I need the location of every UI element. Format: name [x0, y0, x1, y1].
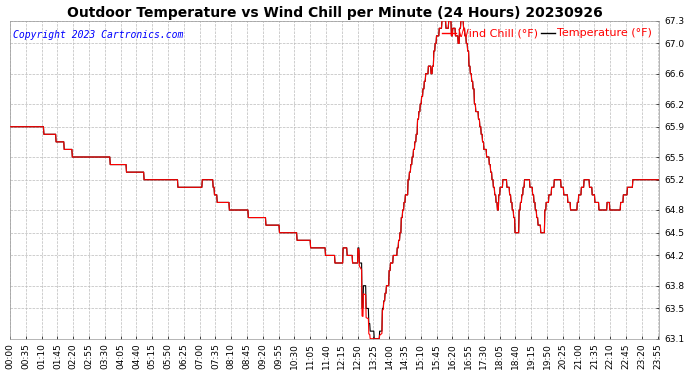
- Text: Copyright 2023 Cartronics.com: Copyright 2023 Cartronics.com: [13, 30, 184, 40]
- Legend: Wind Chill (°F), Temperature (°F): Wind Chill (°F), Temperature (°F): [440, 26, 654, 41]
- Title: Outdoor Temperature vs Wind Chill per Minute (24 Hours) 20230926: Outdoor Temperature vs Wind Chill per Mi…: [67, 6, 602, 20]
